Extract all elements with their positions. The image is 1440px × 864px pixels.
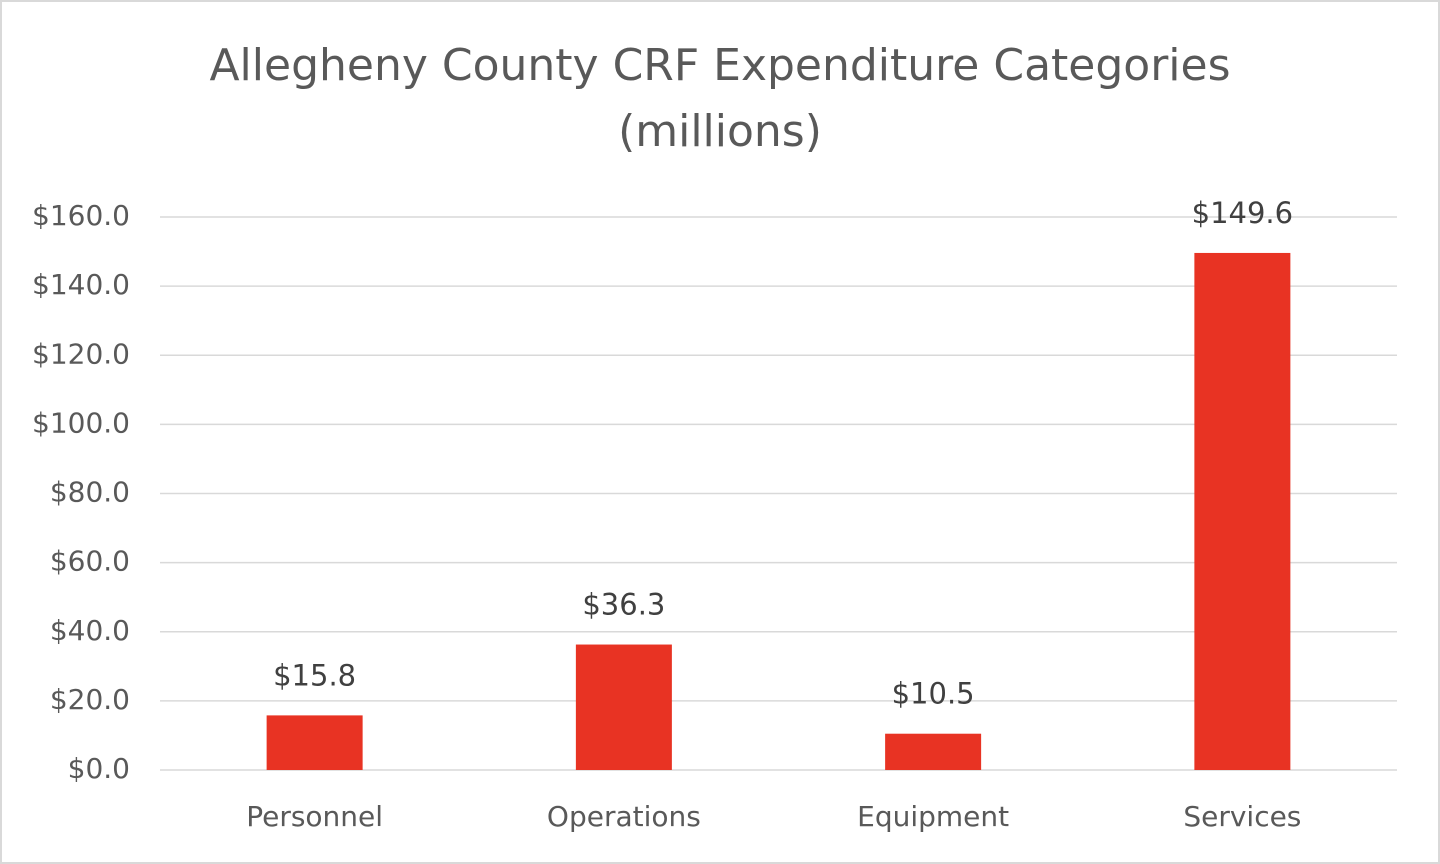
y-tick-label: $160.0 [32, 199, 130, 232]
y-tick-label: $100.0 [32, 406, 130, 439]
bar [1194, 252, 1291, 770]
y-tick-label: $140.0 [32, 268, 130, 301]
bar [885, 733, 982, 770]
value-label: $36.3 [582, 588, 665, 622]
y-tick-label: $40.0 [50, 614, 130, 647]
x-tick-label: Services [1183, 800, 1301, 833]
value-label: $15.8 [273, 658, 356, 692]
bar [575, 644, 672, 770]
y-tick-label: $80.0 [50, 476, 130, 509]
x-tick-label: Operations [547, 800, 701, 833]
value-label: $149.6 [1192, 196, 1293, 230]
x-tick-label: Personnel [246, 800, 383, 833]
y-tick-label: $60.0 [50, 545, 130, 578]
y-tick-label: $120.0 [32, 337, 130, 370]
chart-title: Allegheny County CRF Expenditure Categor… [209, 40, 1230, 91]
value-label: $10.5 [892, 677, 975, 711]
bar [266, 715, 363, 770]
chart-title: (millions) [618, 106, 822, 157]
x-tick-label: Equipment [857, 800, 1009, 833]
y-tick-label: $20.0 [50, 683, 130, 716]
y-tick-label: $0.0 [68, 752, 130, 785]
